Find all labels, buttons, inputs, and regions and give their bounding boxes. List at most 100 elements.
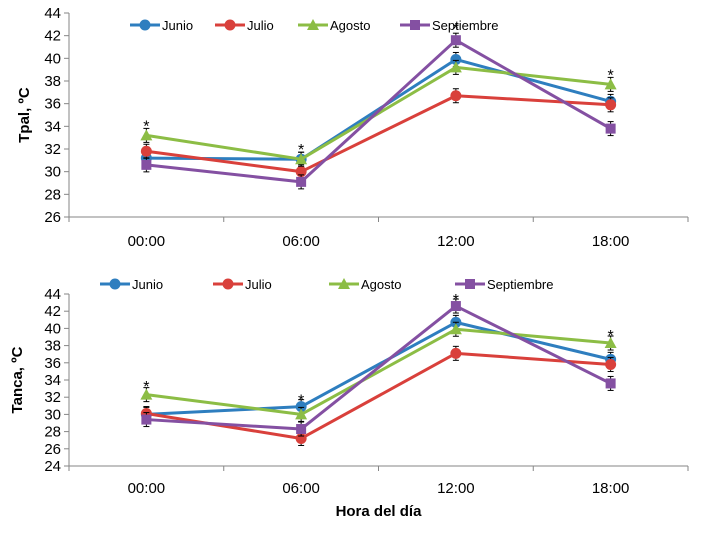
data-point	[450, 53, 462, 65]
series-agosto	[140, 321, 617, 422]
data-point	[140, 388, 153, 400]
data-point	[604, 337, 617, 349]
y-tick-label: 30	[44, 164, 61, 181]
series-line	[146, 320, 611, 416]
y-tick-label: 42	[44, 303, 61, 320]
x-tick-label: 18:00	[592, 233, 630, 250]
legend-label: Septiembre	[487, 277, 553, 292]
significance-star: *	[143, 379, 149, 396]
y-tick-label: 28	[44, 424, 61, 441]
legend-item-agosto: Agosto	[298, 18, 370, 33]
data-point	[296, 176, 307, 187]
y-tick-label: 34	[44, 372, 61, 389]
legend-marker	[224, 19, 236, 31]
legend-marker	[222, 278, 234, 290]
legend-item-junio: Junio	[100, 277, 163, 292]
x-tick-label: 06:00	[282, 233, 320, 250]
legend-item-julio: Julio	[215, 18, 274, 33]
series-line	[146, 94, 611, 174]
data-point	[296, 424, 307, 435]
data-point	[604, 78, 617, 90]
y-tick-label: 40	[44, 320, 61, 337]
series-line	[146, 304, 612, 431]
x-tick-label: 18:00	[592, 480, 630, 497]
legend-label: Julio	[247, 18, 274, 33]
series-line	[146, 38, 612, 184]
y-axis-title: Tanca, ºC	[9, 346, 26, 413]
y-tick-label: 34	[44, 118, 61, 135]
x-tick-label: 00:00	[128, 480, 166, 497]
legend-marker	[410, 20, 420, 30]
y-tick-label: 42	[44, 28, 61, 45]
x-tick-label: 00:00	[128, 233, 166, 250]
series-agosto	[140, 59, 617, 167]
series-septiembre	[141, 298, 616, 437]
y-tick-label: 36	[44, 355, 61, 372]
legend-label: Septiembre	[432, 18, 498, 33]
data-point	[450, 347, 462, 359]
y-tick-label: 26	[44, 209, 61, 226]
legend-marker	[139, 19, 151, 31]
significance-star: *	[143, 118, 149, 135]
legend-label: Agosto	[361, 277, 401, 292]
data-point	[295, 408, 308, 420]
significance-star: *	[298, 393, 304, 410]
legend-item-septiembre: Septiembre	[400, 18, 498, 33]
y-tick-label: 28	[44, 186, 61, 203]
data-point	[605, 123, 616, 134]
significance-star: *	[608, 67, 614, 84]
data-point	[449, 323, 462, 335]
y-tick-label: 40	[44, 50, 61, 67]
legend-label: Julio	[245, 277, 272, 292]
y-tick-label: 30	[44, 406, 61, 423]
y-tick-label: 38	[44, 73, 61, 90]
series-line	[146, 351, 611, 440]
y-tick-label: 32	[44, 389, 61, 406]
x-tick-label: 12:00	[437, 233, 475, 250]
legend-label: Junio	[162, 18, 193, 33]
data-point	[605, 359, 617, 371]
data-point	[450, 301, 461, 312]
legend-item-agosto: Agosto	[329, 277, 401, 292]
legend-item-julio: Julio	[213, 277, 272, 292]
legend-marker	[338, 278, 350, 289]
x-axis-title: Hora del día	[336, 503, 423, 520]
significance-star: *	[453, 21, 459, 38]
legend-marker	[465, 279, 475, 289]
y-axis-title: Tpal, ºC	[16, 87, 33, 143]
data-point	[450, 90, 462, 102]
y-tick-label: 24	[44, 458, 61, 475]
series-julio	[140, 345, 617, 446]
data-point	[605, 378, 616, 389]
data-point	[140, 129, 153, 141]
data-point	[141, 414, 152, 425]
y-tick-label: 38	[44, 338, 61, 355]
series-julio	[140, 88, 617, 180]
data-point	[295, 153, 308, 165]
data-point	[295, 401, 307, 413]
significance-star: *	[298, 142, 304, 159]
y-tick-label: 44	[44, 5, 61, 22]
chart-panel-1: 26 28 30 32 34 36 38 40 42 44 00:00 06:00 12:00 18:00…	[16, 5, 689, 250]
y-tick-label: 44	[44, 286, 61, 303]
data-point	[605, 99, 617, 111]
legend-item-septiembre: Septiembre	[455, 277, 553, 292]
significance-star: *	[608, 328, 614, 345]
legend-marker	[307, 19, 319, 30]
y-tick-label: 32	[44, 141, 61, 158]
series-line	[146, 327, 611, 416]
x-tick-label: 12:00	[437, 480, 475, 497]
significance-star: *	[453, 292, 459, 309]
legend-item-junio: Junio	[130, 18, 193, 33]
legend-label: Agosto	[330, 18, 370, 33]
y-tick-label: 26	[44, 441, 61, 458]
data-point	[140, 145, 152, 157]
x-tick-label: 06:00	[282, 480, 320, 497]
data-point	[449, 61, 462, 73]
y-tick-label: 36	[44, 96, 61, 113]
series-septiembre	[141, 32, 616, 190]
legend-label: Junio	[132, 277, 163, 292]
data-point	[141, 159, 152, 170]
